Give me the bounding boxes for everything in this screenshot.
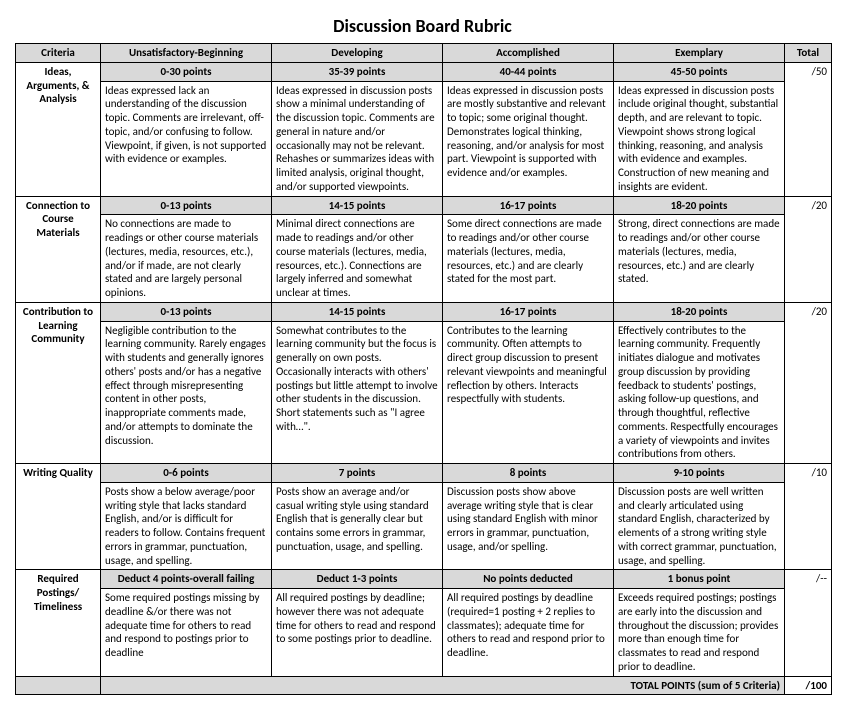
table-row: Contribution to Learning Community0-13 p… xyxy=(16,302,832,321)
description-cell: Ideas expressed in discussion posts incl… xyxy=(614,81,785,196)
table-row: Connection to Course Materials0-13 point… xyxy=(16,196,832,215)
col-criteria: Criteria xyxy=(16,44,101,63)
points-cell: 16-17 points xyxy=(443,302,614,321)
footer-label: TOTAL POINTS (sum of 5 Criteria) xyxy=(101,676,785,695)
col-total: Total xyxy=(785,44,832,63)
points-cell: 14-15 points xyxy=(272,196,443,215)
description-cell: All required postings by deadline (requi… xyxy=(443,589,614,677)
description-cell: Somewhat contributes to the learning com… xyxy=(272,321,443,464)
description-cell: Discussion posts show above average writ… xyxy=(443,482,614,570)
description-cell: Posts show a below average/poor writing … xyxy=(101,482,272,570)
total-cell: /10 xyxy=(785,464,832,570)
table-row: Writing Quality0-6 points7 points8 point… xyxy=(16,464,832,483)
points-cell: 9-10 points xyxy=(614,464,785,483)
description-cell: Ideas expressed in discussion posts show… xyxy=(272,81,443,196)
points-cell: Deduct 1-3 points xyxy=(272,570,443,589)
points-cell: 0-13 points xyxy=(101,302,272,321)
total-cell: /-- xyxy=(785,570,832,676)
points-cell: 40-44 points xyxy=(443,62,614,81)
col-exemplary: Exemplary xyxy=(614,44,785,63)
description-cell: Some required postings missing by deadli… xyxy=(101,589,272,677)
description-cell: Negligible contribution to the learning … xyxy=(101,321,272,464)
header-row: Criteria Unsatisfactory-Beginning Develo… xyxy=(16,44,832,63)
table-row: Ideas, Arguments, & Analysis0-30 points3… xyxy=(16,62,832,81)
description-cell: Effectively contributes to the learning … xyxy=(614,321,785,464)
table-row: Posts show a below average/poor writing … xyxy=(16,482,832,570)
description-cell: Discussion posts are well written and cl… xyxy=(614,482,785,570)
description-cell: Contributes to the learning community. O… xyxy=(443,321,614,464)
points-cell: 18-20 points xyxy=(614,196,785,215)
description-cell: All required postings by deadline; howev… xyxy=(272,589,443,677)
total-cell: /50 xyxy=(785,62,832,196)
points-cell: 0-6 points xyxy=(101,464,272,483)
description-cell: Strong, direct connections are made to r… xyxy=(614,215,785,303)
points-cell: 1 bonus point xyxy=(614,570,785,589)
description-cell: Posts show an average and/or casual writ… xyxy=(272,482,443,570)
col-accomplished: Accomplished xyxy=(443,44,614,63)
criteria-cell: Connection to Course Materials xyxy=(16,196,101,302)
points-cell: 0-13 points xyxy=(101,196,272,215)
points-cell: 18-20 points xyxy=(614,302,785,321)
points-cell: No points deducted xyxy=(443,570,614,589)
table-row: No connections are made to readings or o… xyxy=(16,215,832,303)
description-cell: Some direct connections are made to read… xyxy=(443,215,614,303)
criteria-cell: Contribution to Learning Community xyxy=(16,302,101,463)
points-cell: 16-17 points xyxy=(443,196,614,215)
points-cell: 8 points xyxy=(443,464,614,483)
points-cell: Deduct 4 points-overall failing xyxy=(101,570,272,589)
table-row: Required Postings/ TimelinessDeduct 4 po… xyxy=(16,570,832,589)
rubric-table: Criteria Unsatisfactory-Beginning Develo… xyxy=(15,43,832,695)
points-cell: 14-15 points xyxy=(272,302,443,321)
points-cell: 0-30 points xyxy=(101,62,272,81)
criteria-cell: Writing Quality xyxy=(16,464,101,570)
points-cell: 45-50 points xyxy=(614,62,785,81)
points-cell: 35-39 points xyxy=(272,62,443,81)
description-cell: Ideas expressed lack an understanding of… xyxy=(101,81,272,196)
criteria-cell: Ideas, Arguments, & Analysis xyxy=(16,62,101,196)
total-cell: /20 xyxy=(785,302,832,463)
table-row: Some required postings missing by deadli… xyxy=(16,589,832,677)
description-cell: Ideas expressed in discussion posts are … xyxy=(443,81,614,196)
description-cell: Minimal direct connections are made to r… xyxy=(272,215,443,303)
col-developing: Developing xyxy=(272,44,443,63)
table-row: Negligible contribution to the learning … xyxy=(16,321,832,464)
points-cell: 7 points xyxy=(272,464,443,483)
description-cell: No connections are made to readings or o… xyxy=(101,215,272,303)
total-cell: /20 xyxy=(785,196,832,302)
description-cell: Exceeds required postings; postings are … xyxy=(614,589,785,677)
footer-total: /100 xyxy=(785,676,832,695)
col-unsatisfactory: Unsatisfactory-Beginning xyxy=(101,44,272,63)
footer-row: TOTAL POINTS (sum of 5 Criteria)/100 xyxy=(16,676,832,695)
page-title: Discussion Board Rubric xyxy=(15,15,830,37)
table-row: Ideas expressed lack an understanding of… xyxy=(16,81,832,196)
footer-blank xyxy=(16,676,101,695)
criteria-cell: Required Postings/ Timeliness xyxy=(16,570,101,676)
